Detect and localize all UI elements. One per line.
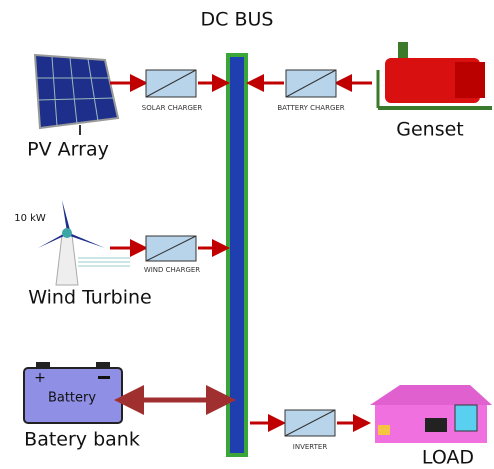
- bus-label: DC BUS: [201, 9, 274, 31]
- house-icon: [370, 385, 492, 443]
- converter-label: INVERTER: [293, 443, 328, 451]
- battery-icon: +: [23, 362, 123, 424]
- genset-label: Genset: [396, 119, 464, 141]
- battery-text: Battery: [48, 391, 96, 406]
- turbine-label: Wind Turbine: [28, 287, 151, 309]
- battery-label: Batery bank: [24, 429, 140, 451]
- pv-panel: [33, 53, 120, 135]
- turbine-icon: [38, 200, 130, 286]
- pv-label: PV Array: [27, 139, 109, 161]
- converter-label: BATTERY CHARGER: [277, 104, 344, 112]
- genset-icon: [376, 42, 492, 110]
- converter-slash: [145, 69, 197, 98]
- converter-slash: [284, 409, 336, 437]
- dc-bus: [226, 53, 248, 457]
- svg-text:+: +: [34, 370, 46, 386]
- turbine-rating: 10 kW: [14, 213, 46, 224]
- converter-slash: [145, 235, 197, 262]
- converter-label: SOLAR CHARGER: [142, 104, 203, 112]
- converter-slash: [285, 69, 337, 98]
- load-label: LOAD: [422, 447, 474, 469]
- converter-label: WIND CHARGER: [144, 266, 200, 274]
